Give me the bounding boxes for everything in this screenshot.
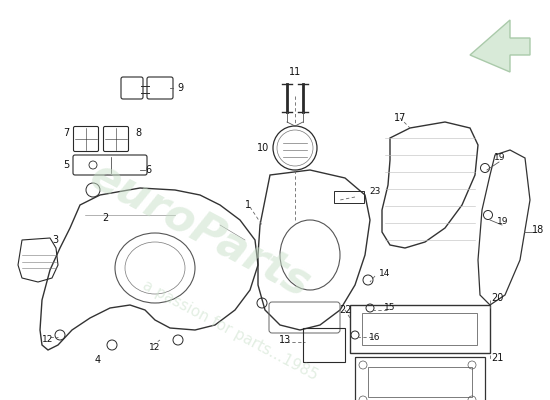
Text: 18: 18	[532, 225, 544, 235]
Text: 11: 11	[289, 67, 301, 77]
Text: 6: 6	[145, 165, 151, 175]
Text: 10: 10	[257, 143, 269, 153]
Text: 4: 4	[95, 355, 101, 365]
Text: 19: 19	[497, 218, 509, 226]
Text: 13: 13	[279, 335, 291, 345]
Text: 14: 14	[379, 268, 390, 278]
Text: 9: 9	[177, 83, 183, 93]
Text: 1: 1	[245, 200, 251, 210]
Text: 12: 12	[149, 344, 161, 352]
Text: 15: 15	[384, 304, 396, 312]
Text: 20: 20	[491, 293, 503, 303]
Text: 8: 8	[135, 128, 141, 138]
Text: 3: 3	[52, 235, 58, 245]
Text: 17: 17	[394, 113, 406, 123]
Text: euroParts: euroParts	[82, 154, 318, 306]
Text: 22: 22	[339, 305, 351, 315]
Text: 2: 2	[102, 213, 108, 223]
Text: 12: 12	[42, 336, 54, 344]
Text: 19: 19	[494, 154, 506, 162]
Text: 23: 23	[369, 188, 381, 196]
Polygon shape	[470, 20, 530, 72]
Text: 21: 21	[491, 353, 503, 363]
Text: 16: 16	[369, 334, 381, 342]
Text: 7: 7	[63, 128, 69, 138]
Text: 5: 5	[63, 160, 69, 170]
Text: a passion for parts...1985: a passion for parts...1985	[140, 277, 320, 383]
